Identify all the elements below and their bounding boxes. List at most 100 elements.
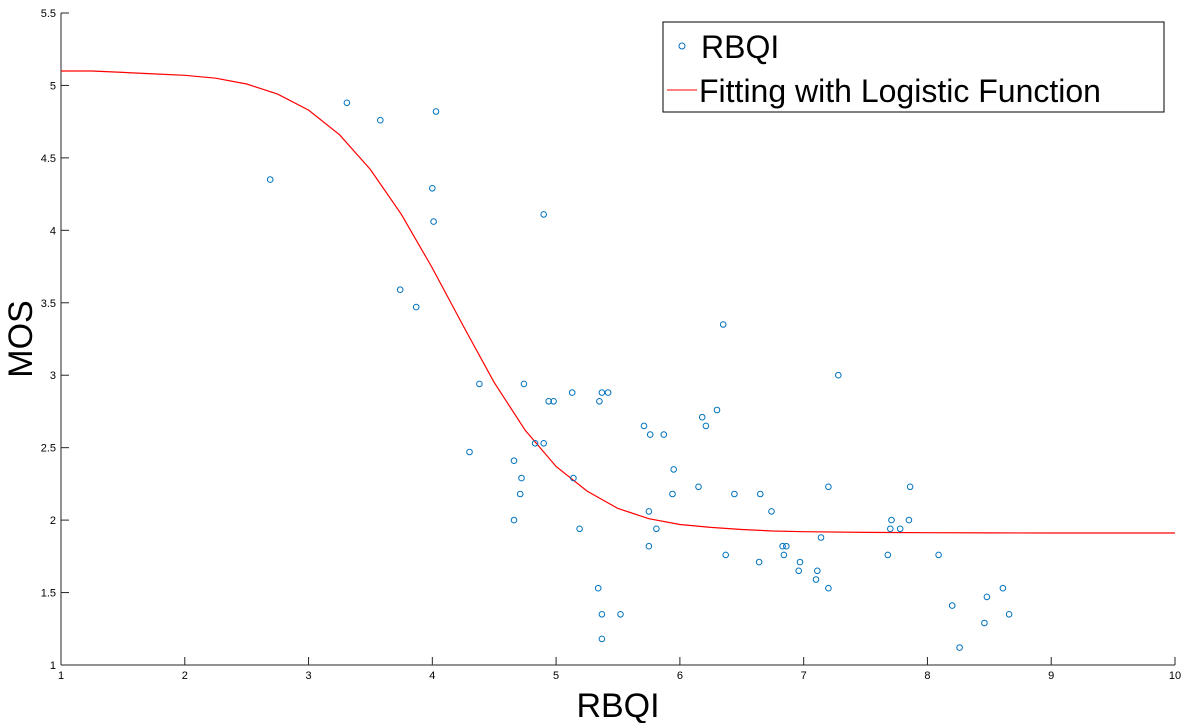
data-point [550, 398, 557, 405]
data-point [377, 116, 384, 124]
x-tick-label: 6 [677, 670, 683, 682]
data-point [1005, 611, 1013, 618]
data-point [796, 558, 804, 566]
legend-label-line: Fitting with Logistic Function [699, 73, 1101, 109]
data-point [476, 380, 483, 388]
data-point [780, 551, 788, 559]
data-point [430, 218, 437, 225]
data-point [598, 389, 606, 396]
data-point [594, 584, 602, 592]
legend-box [662, 21, 1165, 113]
data-point [540, 440, 548, 447]
data-point [412, 303, 420, 311]
data-point [669, 490, 676, 498]
y-tick-label: 1.5 [41, 588, 56, 600]
data-point [598, 611, 606, 618]
data-point [604, 389, 612, 396]
y-tick-label: 5 [50, 80, 56, 92]
data-point [570, 474, 577, 482]
data-point [948, 602, 956, 609]
y-tick-label: 1 [50, 660, 56, 672]
data-point [835, 371, 842, 379]
data-point [640, 422, 648, 430]
legend-label-scatter: RBQI [701, 29, 779, 65]
data-point [817, 534, 825, 541]
data-point [510, 457, 518, 465]
data-point [670, 466, 678, 473]
y-tick-label: 3.5 [41, 298, 56, 310]
x-tick-label: 1 [58, 670, 64, 682]
data-point [814, 567, 821, 575]
fit-curve [61, 70, 1175, 534]
data-point [545, 398, 553, 405]
legend: RBQI Fitting with Logistic Function [662, 21, 1165, 113]
y-tick-label: 4.5 [41, 153, 56, 165]
data-point [429, 185, 436, 192]
x-tick-label: 9 [1048, 670, 1054, 682]
x-tick-label: 8 [924, 670, 930, 682]
data-point [698, 413, 706, 421]
data-point [905, 516, 913, 524]
y-tick-label: 3 [50, 370, 56, 382]
data-point [568, 389, 576, 396]
data-point [783, 542, 790, 550]
data-point [935, 551, 942, 559]
data-point [906, 483, 914, 491]
x-tick-label: 2 [182, 670, 188, 682]
data-point [653, 525, 660, 533]
data-point [887, 525, 894, 533]
data-point [660, 431, 668, 438]
data-point [702, 422, 710, 430]
y-tick-label: 4 [50, 225, 56, 237]
x-tick-label: 5 [553, 670, 559, 682]
data-point [540, 211, 548, 218]
data-point [645, 508, 653, 515]
data-point [812, 576, 820, 583]
x-tick-label: 4 [429, 670, 435, 682]
data-point [432, 108, 440, 115]
data-point [755, 558, 763, 566]
data-point [510, 516, 518, 524]
data-point [896, 525, 904, 533]
data-point [956, 644, 963, 651]
data-point [617, 611, 624, 618]
data-point [884, 551, 892, 559]
data-point [719, 321, 727, 328]
data-point [825, 584, 832, 592]
data-point [983, 593, 991, 601]
data-point [598, 635, 606, 643]
data-point [520, 380, 528, 388]
data-point [731, 490, 738, 498]
x-tick-label: 10 [1169, 670, 1181, 682]
data-point [518, 474, 525, 482]
data-point [576, 525, 583, 533]
data-point [722, 551, 730, 559]
y-tick-label: 2.5 [41, 443, 56, 455]
data-point [999, 584, 1007, 592]
data-point [981, 619, 988, 627]
y-axis-title: MOS [2, 300, 40, 377]
data-point [396, 286, 404, 294]
data-point [757, 490, 764, 498]
data-point [779, 542, 786, 550]
data-point [343, 99, 351, 107]
data-point [516, 490, 524, 498]
x-tick-label: 7 [801, 670, 807, 682]
data-point [531, 440, 539, 447]
data-point [266, 176, 274, 183]
data-point [646, 431, 654, 438]
legend-marker-scatter [678, 42, 686, 50]
data-point [795, 567, 803, 575]
data-point [596, 398, 603, 405]
data-point [695, 483, 702, 491]
data-point [713, 406, 721, 414]
plot-area [61, 13, 1175, 665]
y-tick-label: 2 [50, 515, 56, 527]
fit-curve-layer [61, 70, 1175, 534]
data-points-layer [266, 99, 1013, 651]
y-tick-label: 5.5 [41, 8, 56, 20]
data-point [825, 483, 832, 491]
x-axis-title: RBQI [576, 687, 659, 723]
